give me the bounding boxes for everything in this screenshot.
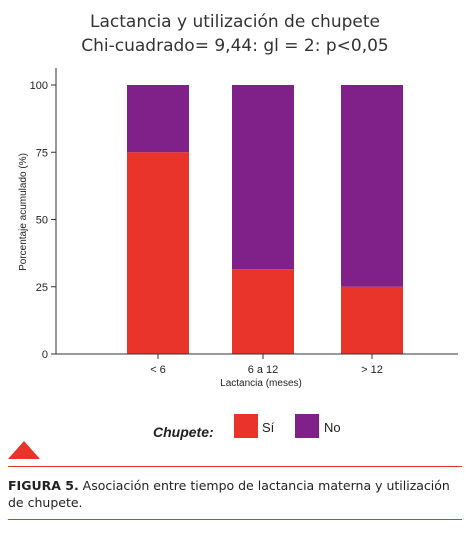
y-tick-label-4: 100 [30, 80, 48, 92]
bar-no-2 [341, 85, 403, 287]
bar-si-0 [127, 152, 189, 354]
caption-body: Asociación entre tiempo de lactancia mat… [8, 478, 450, 510]
bar-no-0 [127, 85, 189, 153]
legend-title: Chupete: [153, 424, 214, 440]
y-axis-label: Porcentaje acumulado (%) [18, 153, 29, 271]
legend-label-no: No [324, 420, 341, 435]
legend-swatch-no [295, 414, 319, 438]
x-tick-label-1: 6 a 12 [248, 364, 279, 376]
y-axis-ticks: 0 25 50 75 100 [30, 80, 56, 361]
legend-label-si: Sí [262, 420, 275, 435]
bar-si-2 [341, 286, 403, 354]
caption-text: FIGURA 5. Asociación entre tiempo de lac… [8, 477, 462, 511]
caption-label: FIGURA 5. [8, 478, 79, 493]
triangle-icon [8, 441, 40, 459]
chart-subtitle: Chi-cuadrado= 9,44: gl = 2: p<0,05 [81, 36, 388, 56]
x-tick-label-0: < 6 [150, 364, 166, 376]
x-axis-label: Lactancia (meses) [220, 378, 302, 389]
chart: Lactancia y utilización de chupete Chi-c… [18, 12, 458, 440]
y-tick-label-1: 25 [36, 282, 48, 294]
y-tick-label-2: 50 [36, 215, 48, 227]
legend-swatch-si [234, 414, 258, 438]
bar-no-1 [232, 85, 294, 270]
y-tick-label-0: 0 [42, 349, 48, 361]
bar-si-1 [232, 269, 294, 354]
y-tick-label-3: 75 [36, 147, 48, 159]
chart-title: Lactancia y utilización de chupete [90, 12, 380, 32]
plot-area [127, 85, 403, 354]
x-axis-ticks: < 6 6 a 12 > 12 [150, 354, 383, 376]
x-tick-label-2: > 12 [361, 364, 383, 376]
figure-caption: FIGURA 5. Asociación entre tiempo de lac… [8, 466, 462, 520]
